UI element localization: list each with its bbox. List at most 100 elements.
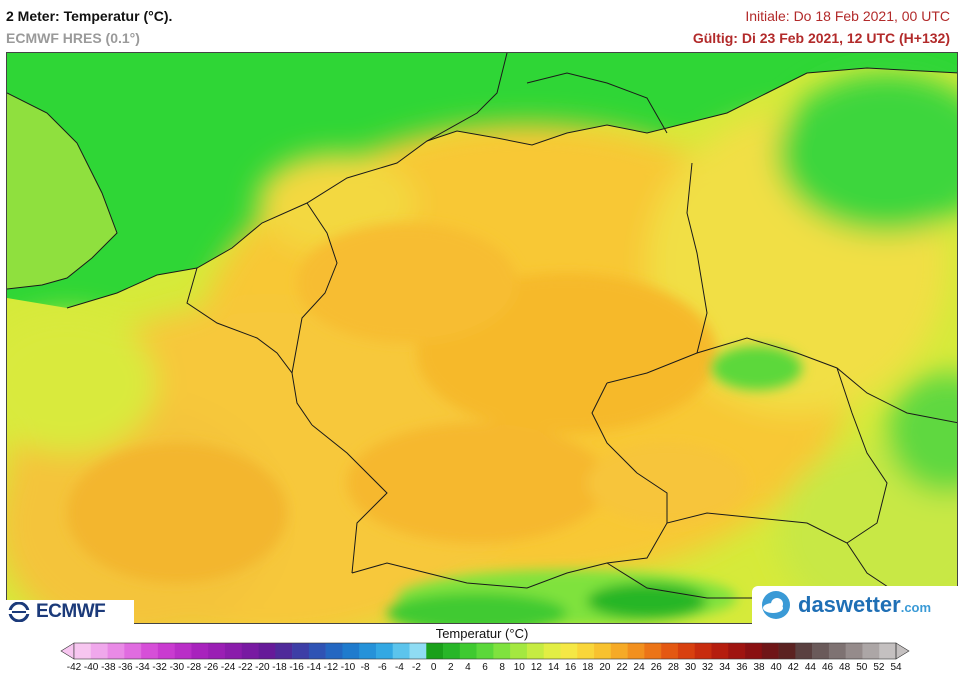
color-bar-segment [124,643,142,659]
color-bar-segment [694,643,712,659]
color-bar-segment [526,643,545,659]
model-label: ECMWF HRES (0.1°) [6,30,140,46]
color-bar-segment [778,643,796,659]
daswetter-logo-text: daswetter.com [798,592,931,618]
color-bar-segment [577,643,595,659]
legend-tick-label: 4 [465,662,471,673]
color-bar-segment [795,643,813,659]
legend-tick-label: 28 [667,662,679,673]
color-bar-border [73,642,897,660]
color-bar-segment [543,643,561,659]
color-bar-arrow-min [60,642,75,660]
legend-tick-label: 32 [702,662,714,673]
daswetter-logo-suffix: .com [900,600,932,615]
color-bar-segment [292,643,310,659]
color-bar-segment [392,643,410,659]
legend-ticks: -42 -40 -38 -36 -34 -32 -30 -28 -26 -24 -22 -20 -18-… [0,662,964,676]
color-bar-segment [761,643,779,659]
legend-tick-label: 30 [684,662,697,673]
legend-tick-label: 24 [633,662,645,673]
color-bar-segment [325,643,343,659]
color-bar-segment [208,643,226,659]
legend-title: Temperatur (°C) [435,626,529,641]
color-bar-segment [426,643,444,659]
legend-tick-label: 54 [890,662,902,673]
color-bar-segment [610,643,628,659]
warm-cores [67,223,747,583]
alps-region [387,346,802,623]
legend-tick-label: -10 [340,662,356,673]
color-bar-arrow-max [895,642,910,660]
legend-tick-label: 46 [821,662,834,673]
valid-time: Gültig: Di 23 Feb 2021, 12 UTC (H+132) [692,30,950,46]
color-bar-segment [157,643,175,659]
color-bar-segment [342,643,360,659]
legend-tick-label: 50 [856,662,868,673]
legend-tick-label: 36 [736,662,748,673]
legend-tick-label: -4 [394,662,404,673]
legend-tick-label: -12 [323,662,339,673]
legend-tick-label: -38 [101,662,116,673]
legend-tick-label: 20 [599,662,611,673]
legend-tick-label: 42 [787,662,799,673]
color-bar-segment [677,643,695,659]
legend-tick-label: -36 [118,662,133,673]
legend-tick-label: 0 [430,662,437,673]
color-bar-segment [258,643,276,659]
legend-tick-label: -6 [377,662,387,673]
legend-tick-label: -28 [186,662,202,673]
ecmwf-logo-text: ECMWF [36,601,106,622]
color-bar-segment [409,643,427,659]
color-bar-segment [745,643,763,659]
borders [7,53,957,606]
legend-tick-label: 2 [448,662,454,673]
color-bar-segment [275,643,293,659]
color-bar-segment [459,643,477,659]
legend-tick-label: 14 [547,662,560,673]
color-bar-segment [661,643,679,659]
legend-tick-label: -16 [289,662,304,673]
legend-tick-label: 10 [513,662,525,673]
daswetter-logo: daswetter.com [752,586,958,624]
legend-tick-label: -2 [412,662,421,673]
color-bar-segment [107,643,125,659]
legend-tick-label: 22 [616,662,628,673]
legend-tick-label: 16 [565,662,577,673]
legend-tick-label: 38 [753,662,765,673]
color-bar-segment [241,643,259,659]
legend-tick-label: -18 [272,662,287,673]
color-bar-segment [862,643,880,659]
color-bar-segment [845,643,863,659]
color-bar-segment [493,643,511,659]
legend-tick-label: -42 [66,662,82,673]
color-bar-segment [308,643,326,659]
legend-tick-label: 52 [873,662,885,673]
legend-tick-label: 26 [650,662,662,673]
color-bar-segment [359,643,377,659]
temperature-map[interactable] [6,52,958,624]
init-time: Initiale: Do 18 Feb 2021, 00 UTC [745,8,950,24]
color-bar-segment [375,643,394,659]
map-title: 2 Meter: Temperatur (°C). [6,8,173,24]
color-bar-segment [90,643,108,659]
legend-tick-label: -32 [152,662,167,673]
color-bar-segment [476,643,494,659]
color-bar-segment [711,643,729,659]
map-canvas [7,53,957,623]
color-bar-segment [141,643,159,659]
color-bar-segment [728,643,746,659]
color-bar [60,642,910,660]
cloud-icon [762,591,790,619]
color-bar-segment [510,643,528,659]
ecmwf-logo-icon [8,602,30,622]
uk-land [7,93,117,289]
legend-tick-label: 6 [482,662,488,673]
color-bar-segment [560,643,578,659]
daswetter-logo-main: daswetter [798,592,901,617]
legend-tick-label: -24 [220,662,236,673]
legend-tick-label: -40 [83,662,99,673]
color-bar-segment [879,643,897,659]
color-bar-segment [443,643,461,659]
ecmwf-logo: ECMWF [6,600,134,624]
legend-tick-label: 40 [770,662,782,673]
